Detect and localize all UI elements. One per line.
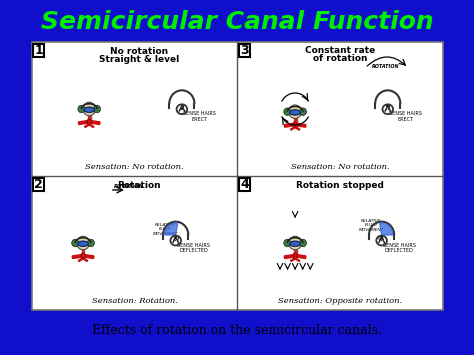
Text: Rotation stopped: Rotation stopped	[296, 181, 384, 190]
Bar	[294, 119, 297, 122]
Circle shape	[78, 105, 85, 113]
Bar	[34, 178, 44, 191]
Text: Semicircular Canal Function: Semicircular Canal Function	[41, 10, 433, 34]
FancyArrow shape	[296, 123, 306, 127]
FancyArrow shape	[90, 124, 94, 127]
FancyArrow shape	[291, 127, 295, 130]
FancyArrow shape	[296, 258, 300, 262]
Bar	[239, 178, 250, 191]
Circle shape	[93, 105, 100, 113]
Circle shape	[83, 102, 96, 116]
Text: SENSE HAIRS
DEFLECTED: SENSE HAIRS DEFLECTED	[177, 243, 210, 253]
Text: 3: 3	[240, 44, 249, 57]
FancyArrow shape	[72, 255, 82, 258]
Ellipse shape	[87, 119, 91, 125]
FancyArrow shape	[83, 255, 94, 258]
FancyArrow shape	[78, 120, 89, 125]
Ellipse shape	[290, 241, 301, 246]
Text: 1: 1	[34, 44, 43, 57]
Text: RELATIVE
FLUID
MOVEMENT: RELATIVE FLUID MOVEMENT	[153, 223, 178, 236]
FancyArrow shape	[85, 124, 89, 127]
Text: Sensation: Opposite rotation.: Sensation: Opposite rotation.	[278, 297, 402, 305]
Text: Rotation: Rotation	[117, 181, 161, 190]
Text: Straight & level: Straight & level	[99, 55, 179, 64]
Text: Sensation: No rotation.: Sensation: No rotation.	[85, 163, 184, 171]
Circle shape	[284, 239, 291, 247]
Circle shape	[284, 108, 291, 115]
Ellipse shape	[84, 107, 94, 113]
FancyArrow shape	[296, 127, 300, 130]
Wedge shape	[164, 223, 178, 235]
FancyArrow shape	[284, 255, 295, 258]
Circle shape	[87, 239, 94, 247]
FancyArrow shape	[79, 258, 82, 262]
FancyArrow shape	[284, 123, 295, 127]
Bar	[88, 116, 91, 120]
Circle shape	[289, 236, 301, 250]
Circle shape	[289, 105, 301, 119]
Circle shape	[77, 236, 90, 250]
Text: SENSE HAIRS
ERECT: SENSE HAIRS ERECT	[389, 111, 422, 122]
Text: 4: 4	[240, 178, 249, 191]
Ellipse shape	[293, 121, 297, 127]
Text: Sensation: No rotation.: Sensation: No rotation.	[291, 163, 390, 171]
FancyArrow shape	[90, 120, 100, 125]
Ellipse shape	[81, 253, 85, 259]
FancyArrow shape	[291, 258, 295, 262]
FancyArrow shape	[296, 255, 306, 258]
Bar	[32, 42, 443, 310]
Ellipse shape	[290, 110, 301, 115]
Ellipse shape	[293, 253, 297, 259]
FancyArrow shape	[83, 258, 88, 262]
Text: 2: 2	[34, 178, 43, 191]
Text: SENSE HAIRS
ERECT: SENSE HAIRS ERECT	[183, 111, 216, 122]
Bar	[239, 44, 250, 57]
Text: Sensation: Rotation.: Sensation: Rotation.	[91, 297, 177, 305]
Circle shape	[72, 239, 79, 247]
Text: Effects of rotation on the semicircular canals.: Effects of rotation on the semicircular …	[92, 323, 382, 337]
Wedge shape	[380, 223, 393, 235]
Bar	[82, 250, 84, 253]
Bar	[294, 250, 297, 253]
Circle shape	[300, 239, 307, 247]
Circle shape	[300, 108, 307, 115]
Text: Constant rate: Constant rate	[305, 46, 375, 55]
Bar	[34, 44, 44, 57]
Text: SENSE HAIRS
DEFLECTED: SENSE HAIRS DEFLECTED	[383, 243, 416, 253]
Text: ROTATION: ROTATION	[372, 64, 400, 69]
Text: ROTATION: ROTATION	[113, 184, 143, 189]
Text: RELATIVE
FLUID
MOVEMENT: RELATIVE FLUID MOVEMENT	[359, 219, 384, 232]
Text: of rotation: of rotation	[313, 54, 368, 63]
Ellipse shape	[78, 241, 88, 246]
Text: No rotation: No rotation	[109, 47, 168, 56]
